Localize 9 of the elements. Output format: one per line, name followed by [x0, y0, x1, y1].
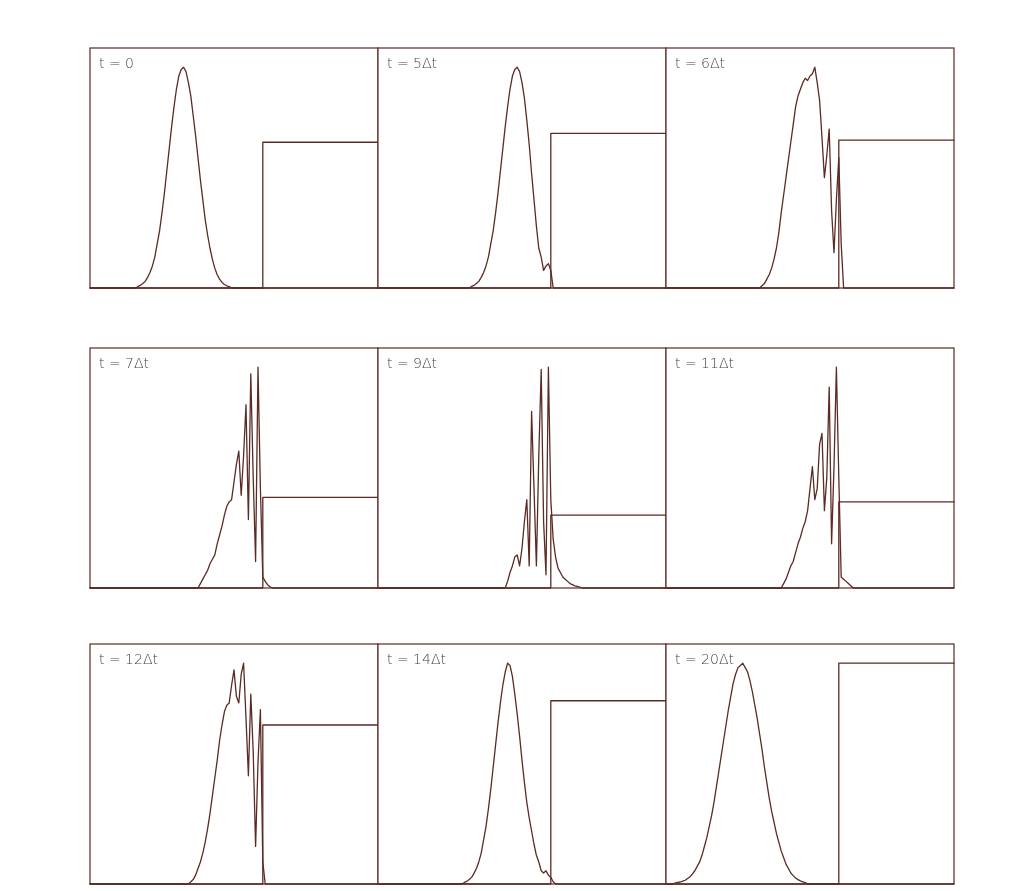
chart-title: t = 14Δt	[387, 651, 447, 667]
chart-title: t = 5Δt	[387, 55, 438, 71]
chart-title: t = 0	[99, 55, 135, 71]
chart-title: t = 9Δt	[387, 355, 438, 371]
chart-title: t = 7Δt	[99, 355, 150, 371]
chart-title: t = 6Δt	[675, 55, 726, 71]
chart-title: t = 11Δt	[675, 355, 735, 371]
chart-title: t = 12Δt	[99, 651, 159, 667]
chart-title: t = 20Δt	[675, 651, 735, 667]
